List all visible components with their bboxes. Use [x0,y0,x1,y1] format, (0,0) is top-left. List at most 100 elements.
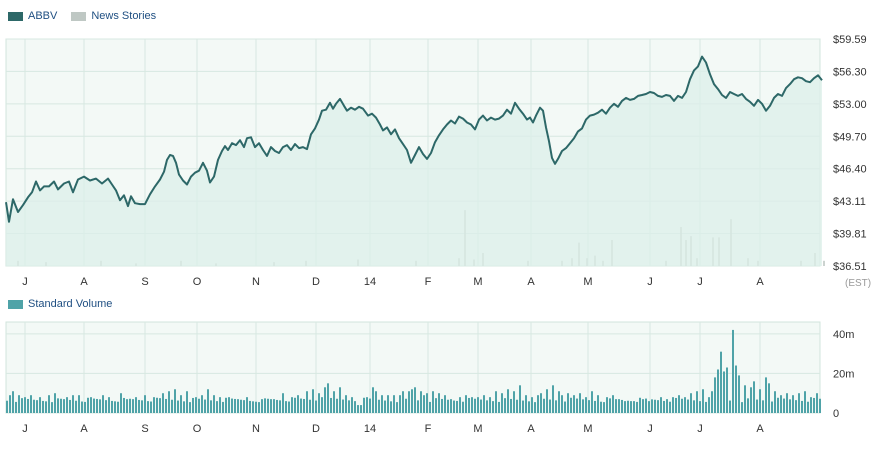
volume-bar [384,400,386,413]
volume-bar [324,387,326,413]
volume-x-tick-label: A [527,423,535,435]
volume-panel: 40m 20m 0 J A S O N D 14 F M A M J J A [5,321,854,435]
legend-item-volume[interactable]: Standard Volume [8,298,112,310]
volume-bar [162,393,164,413]
series-swatch [8,11,23,21]
volume-bar [774,391,776,413]
volume-bar [684,397,686,413]
volume-bar [228,397,230,413]
volume-bar [360,405,362,413]
price-x-tick-label: A [527,276,535,288]
price-y-tick-label: $49.70 [833,131,867,143]
volume-bar [381,395,383,413]
price-x-tick-label: A [756,276,764,288]
volume-x-tick-label: O [193,423,202,435]
volume-bar [108,397,110,413]
price-x-tick-label: N [252,276,260,288]
volume-bar [678,395,680,413]
volume-bar [282,393,284,413]
news-swatch [71,11,87,21]
volume-bar [636,401,638,413]
volume-bar [273,399,275,413]
volume-bar [804,391,806,413]
volume-x-tick-label: A [756,423,764,435]
volume-bar [681,398,683,413]
volume-bar [657,400,659,413]
volume-bar [729,400,731,413]
volume-bar [102,395,104,413]
volume-bar [627,400,629,413]
volume-bar [801,400,803,413]
volume-bar [171,399,173,413]
volume-bar [237,399,239,413]
volume-bar [795,400,797,413]
volume-bar [201,395,203,413]
volume-bar [708,397,710,413]
volume-bar [750,387,752,413]
volume-bar [720,351,722,413]
volume-bar [423,395,425,413]
volume-bar [771,401,773,413]
volume-bar [648,401,650,413]
volume-x-tick-label: A [80,423,88,435]
volume-bar [216,401,218,413]
volume-bar [186,391,188,413]
volume-bar [138,399,140,413]
volume-bar [528,401,530,413]
volume-bar [240,399,242,413]
volume-bar [453,400,455,413]
price-legend: ABBV News Stories [8,10,170,22]
legend-item-series[interactable]: ABBV [8,10,57,22]
volume-bar [486,400,488,413]
volume-bar [243,400,245,413]
volume-bar [792,395,794,413]
volume-bar [189,402,191,413]
volume-bar [408,391,410,413]
price-x-tick-label: J [647,276,653,288]
volume-bar [477,397,479,413]
volume-bar [582,399,584,413]
volume-bar [306,391,308,413]
volume-y-tick-label: 40m [833,329,854,341]
volume-bar [180,395,182,413]
volume-bar [513,391,515,413]
volume-bar [264,398,266,413]
volume-bar [435,398,437,413]
volume-bar [297,395,299,413]
volume-bar [33,399,35,413]
volume-bar [426,393,428,413]
volume-bar [339,387,341,413]
volume-bar [516,399,518,413]
volume-bar [600,401,602,413]
volume-bar [231,398,233,413]
volume-bar [402,391,404,413]
volume-bar [387,395,389,413]
volume-bar [561,395,563,413]
volume-bar [621,399,623,413]
legend-item-news[interactable]: News Stories [71,10,156,22]
price-y-tick-label: $53.00 [833,99,867,111]
volume-bar [522,400,524,413]
volume-bar [354,401,356,413]
volume-bar [261,399,263,413]
volume-bar [690,393,692,413]
volume-bar [675,397,677,413]
volume-bar [213,395,215,413]
volume-bar [21,398,23,413]
volume-bar [135,397,137,413]
volume-bar [456,400,458,413]
volume-y-tick-label: 0 [833,408,839,420]
price-y-tick-label: $56.30 [833,66,867,78]
volume-bar [414,387,416,413]
volume-bar [45,401,47,413]
volume-x-tick-label: N [252,423,260,435]
volume-bar [714,377,716,413]
volume-bar [183,401,185,413]
volume-bar [285,401,287,413]
volume-bar [357,405,359,413]
volume-bar [39,397,41,413]
volume-bar [222,401,224,413]
volume-bar [762,400,764,413]
price-y-tick-label: $59.59 [833,34,867,46]
volume-bar [147,401,149,413]
